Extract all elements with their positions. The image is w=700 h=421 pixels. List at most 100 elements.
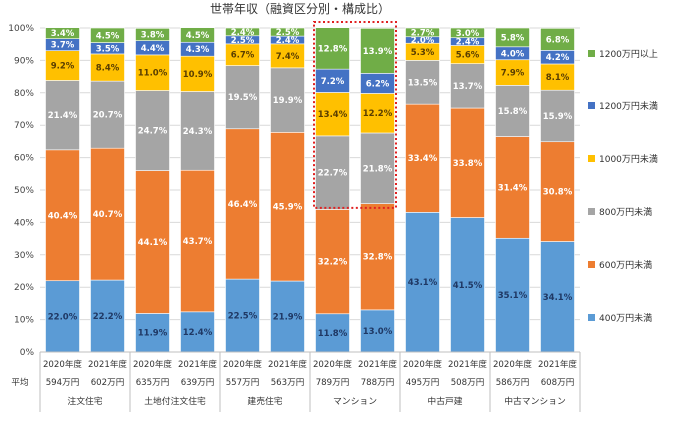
bar-segment [90, 80, 125, 149]
data-label: 4.2% [546, 53, 570, 63]
data-label: 43.1% [408, 278, 438, 288]
data-label: 2.0% [411, 36, 435, 46]
data-label: 2.5% [276, 28, 300, 38]
data-label: 46.4% [228, 200, 258, 210]
category-label: 2021年度 [178, 358, 217, 370]
bar-segment [45, 80, 80, 151]
data-label: 3.8% [141, 30, 165, 40]
data-label: 4.0% [501, 49, 525, 59]
category-label: 2020年度 [313, 358, 352, 370]
bar-segment [180, 91, 215, 171]
bar-segment [225, 27, 260, 37]
bar-segment [45, 280, 80, 353]
data-label: 4.5% [186, 31, 210, 41]
data-label: 5.3% [411, 48, 435, 58]
y-axis: 0% 10% 20% 30% 40% 50% 60% 70% 80% 90% 100% [8, 24, 34, 358]
data-label: 22.2% [93, 312, 123, 322]
bar-segment [90, 279, 125, 353]
bar-segment [540, 141, 575, 242]
data-label: 12.2% [363, 109, 393, 119]
data-label: 40.7% [93, 210, 123, 220]
data-label: 2.4% [231, 28, 255, 38]
y-tick-label: 60% [14, 154, 34, 164]
bar-segment [135, 313, 170, 353]
average-value: 586万円 [496, 377, 530, 388]
data-label: 7.9% [501, 69, 525, 79]
data-label: 22.7% [318, 169, 348, 179]
bar-segment [450, 217, 485, 353]
bar-segment [180, 169, 215, 313]
bar-segment [270, 132, 305, 282]
gridlines [40, 27, 580, 353]
y-tick-label: 70% [14, 121, 34, 131]
data-label: 13.9% [363, 47, 393, 57]
legend-swatch [588, 261, 595, 268]
legend-label: 600万円未満 [599, 259, 652, 271]
group-label: 建売住宅 [247, 395, 282, 407]
bars [45, 27, 575, 353]
category-label: 2021年度 [358, 358, 397, 370]
category-label: 2021年度 [448, 358, 487, 370]
data-label: 3.4% [51, 29, 75, 39]
legend-swatch [588, 50, 595, 57]
category-label: 2021年度 [538, 358, 577, 370]
data-label: 6.7% [231, 51, 255, 61]
data-label: 2.4% [456, 38, 480, 48]
data-label: 21.8% [363, 164, 393, 174]
average-value: 508万円 [451, 377, 485, 388]
data-label: 15.8% [498, 107, 528, 117]
bar-segment [315, 27, 350, 70]
average-value: 557万円 [226, 377, 260, 388]
category-label: 2020年度 [403, 358, 442, 370]
data-label: 6.8% [546, 35, 570, 45]
y-tick-label: 90% [14, 56, 34, 66]
legend-label: 400万円未満 [599, 312, 652, 324]
data-label: 33.8% [453, 159, 483, 169]
data-label: 43.7% [183, 237, 213, 247]
data-label: 5.8% [501, 33, 525, 43]
group-label: 中古戸建 [427, 395, 462, 407]
highlight-rect [313, 21, 397, 209]
data-label: 8.1% [546, 73, 570, 83]
data-label: 32.2% [318, 258, 348, 268]
bar-segment [495, 237, 530, 353]
y-tick-label: 80% [14, 89, 34, 99]
bar-segment [540, 89, 575, 143]
bar-segment [450, 107, 485, 218]
bar-segment [90, 53, 125, 82]
category-label: 2021年度 [268, 358, 307, 370]
data-label: 13.4% [318, 110, 348, 120]
legend-swatch [588, 102, 595, 109]
bar-segment [315, 92, 350, 137]
data-label: 7.2% [321, 77, 345, 87]
data-label: 13.0% [363, 327, 393, 337]
data-label: 3.7% [51, 41, 75, 51]
bar-segment [45, 27, 80, 39]
bar-segment [45, 149, 80, 282]
average-value: 639万円 [181, 377, 215, 388]
data-label: 4.4% [141, 44, 165, 54]
bar-segment [225, 65, 260, 130]
bar-segment [540, 241, 575, 353]
bar-segment [495, 27, 530, 48]
data-label: 35.1% [498, 291, 528, 301]
data-labels: 22.0% 40.4% 21.4% 9.2% 3.7% 3.4% 22.2% 40.7% 20.… [48, 28, 573, 339]
group-label: 土地付注文住宅 [144, 395, 206, 407]
y-tick-label: 0% [20, 348, 35, 358]
bar-segment [135, 90, 170, 171]
data-label: 21.9% [273, 313, 303, 323]
data-label: 40.4% [48, 211, 78, 221]
average-value: 594万円 [46, 377, 80, 388]
bar-segment [360, 132, 395, 204]
legend: 1200万円以上 1200万円未満 1000万円未満 800万円未満 600万円未満 40… [588, 49, 658, 324]
data-label: 2.5% [231, 36, 255, 46]
data-label: 5.6% [456, 51, 480, 61]
bar-segment [225, 128, 260, 280]
bar-segment [405, 103, 440, 213]
average-value: 789万円 [316, 377, 350, 388]
legend-label: 1000万円未満 [599, 153, 658, 165]
data-label: 13.5% [408, 78, 438, 88]
bar-segment [360, 93, 395, 134]
bar-segment [450, 27, 485, 39]
